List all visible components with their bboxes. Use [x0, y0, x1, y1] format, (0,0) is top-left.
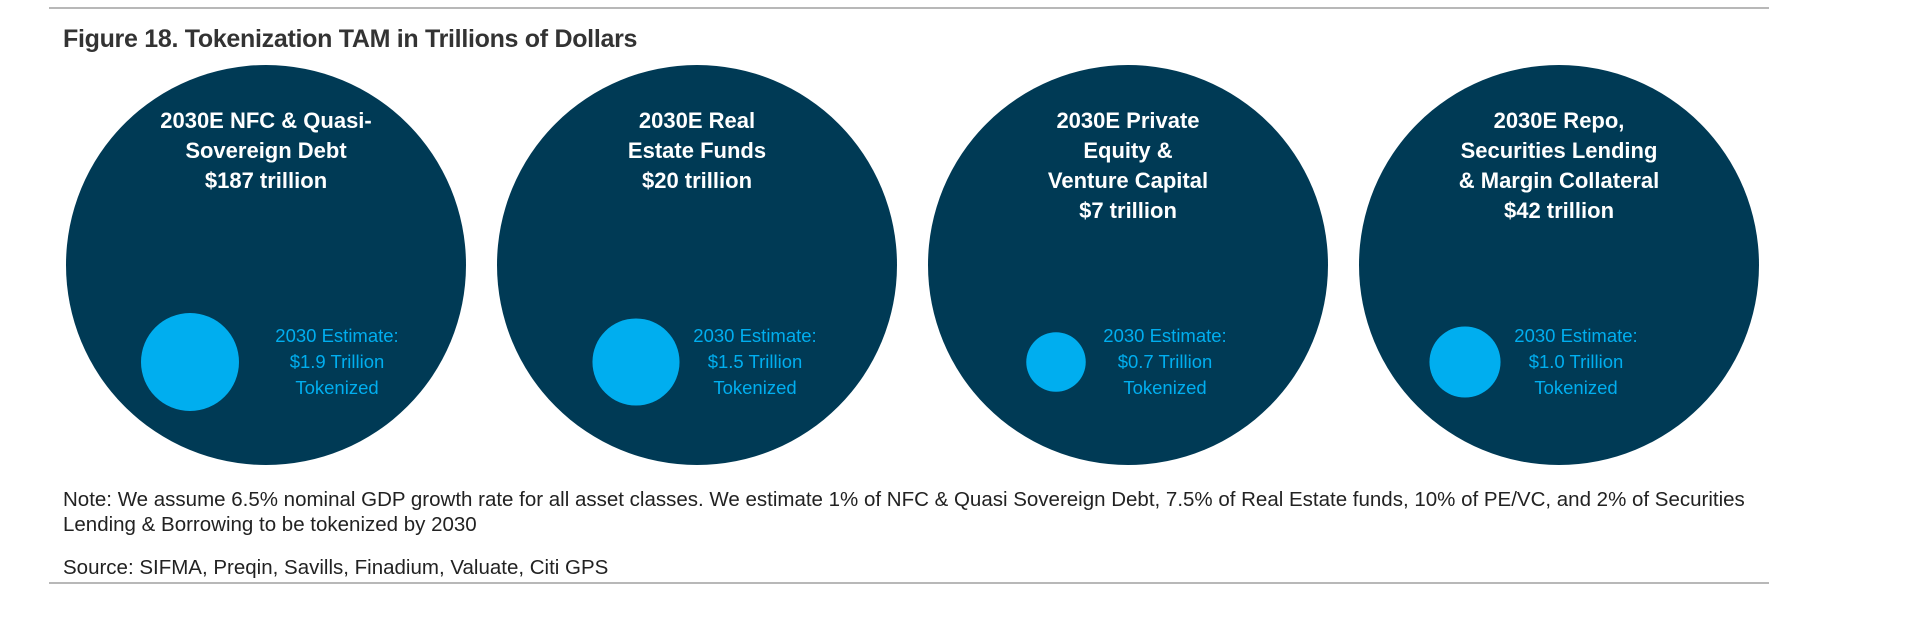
tam-label-1-line-2: Sovereign Debt [185, 138, 347, 163]
tam-label-3-line-1: 2030E Private [1056, 108, 1199, 133]
tam-label-3-line-3: Venture Capital [1048, 168, 1208, 193]
figure-title: Figure 18. Tokenization TAM in Trillions… [63, 25, 638, 53]
tam-label-3-line-4: $7 trillion [1079, 198, 1177, 223]
figure-note: Note: We assume 6.5% nominal GDP growth … [63, 488, 1745, 536]
tokenized-label-2-line-2: $1.5 Trillion [708, 351, 803, 372]
tam-label-4-line-2: Securities Lending [1461, 138, 1658, 163]
tokenized-circle-2 [592, 318, 680, 406]
bottom-divider [49, 582, 1769, 584]
tam-label-4-line-4: $42 trillion [1504, 198, 1614, 223]
tokenized-label-1-line-1: 2030 Estimate: [275, 325, 398, 346]
tokenized-label-3-line-3: Tokenized [1123, 377, 1206, 398]
tokenized-label-2-line-1: 2030 Estimate: [693, 325, 816, 346]
bubble-group-4: 2030E Repo, Securities Lending & Margin Co… [1359, 65, 1759, 465]
tam-label-2-line-1: 2030E Real [639, 108, 755, 133]
tam-label-2-line-2: Estate Funds [628, 138, 766, 163]
tokenized-label-1-line-3: Tokenized [295, 377, 378, 398]
tokenized-label-4-line-1: 2030 Estimate: [1514, 325, 1637, 346]
top-divider [49, 7, 1769, 9]
tokenized-label-3-line-1: 2030 Estimate: [1103, 325, 1226, 346]
tam-label-3-line-2: Equity & [1083, 138, 1172, 163]
tokenized-circle-1 [141, 313, 239, 411]
tam-label-1-line-1: 2030E NFC & Quasi- [160, 108, 372, 133]
tokenized-label-4-line-3: Tokenized [1534, 377, 1617, 398]
tokenized-circle-3 [1026, 332, 1086, 392]
figure-source: Source: SIFMA, Preqin, Savills, Finadium… [63, 556, 609, 579]
tokenized-label-2-line-3: Tokenized [713, 377, 796, 398]
tokenized-circle-4 [1429, 326, 1501, 398]
bubble-group-3: 2030E Private Equity & Venture Capital $7 t… [928, 65, 1328, 465]
tam-label-4-line-1: 2030E Repo, [1494, 108, 1625, 133]
tam-label-4-line-3: & Margin Collateral [1459, 168, 1659, 193]
tam-label-1-line-3: $187 trillion [205, 168, 327, 193]
bubble-group-1: 2030E NFC & Quasi- Sovereign Debt $187 tri… [66, 65, 466, 465]
tokenized-label-3-line-2: $0.7 Trillion [1118, 351, 1213, 372]
tokenized-label-1-line-2: $1.9 Trillion [290, 351, 385, 372]
tam-label-2-line-3: $20 trillion [642, 168, 752, 193]
tokenized-label-4-line-2: $1.0 Trillion [1529, 351, 1624, 372]
bubble-group-2: 2030E Real Estate Funds $20 trillion 2030 E… [497, 65, 897, 465]
